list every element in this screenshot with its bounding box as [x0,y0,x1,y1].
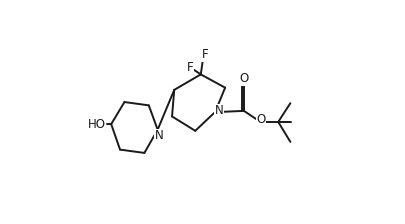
Text: O: O [256,113,265,126]
Text: N: N [154,129,163,142]
Text: F: F [201,48,208,61]
Text: N: N [214,104,223,117]
Text: F: F [186,61,192,74]
Text: O: O [239,72,248,85]
Text: HO: HO [87,118,106,131]
